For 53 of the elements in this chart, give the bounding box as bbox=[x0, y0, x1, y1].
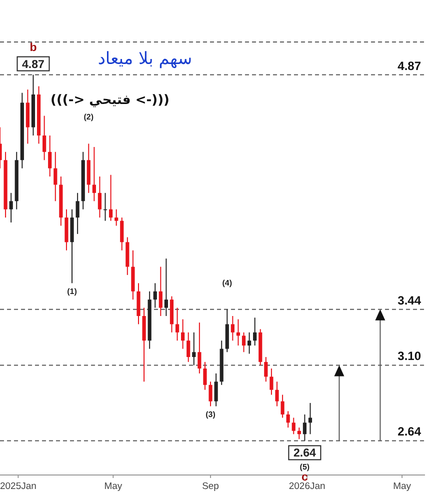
annotation: (5) bbox=[300, 462, 310, 472]
candlestick bbox=[114, 208, 118, 226]
candlestick bbox=[175, 307, 180, 342]
x-tick-label: 2025Jan bbox=[0, 481, 36, 492]
candlestick bbox=[264, 356, 268, 382]
annotation: b bbox=[30, 42, 37, 54]
candlestick bbox=[192, 332, 196, 366]
candlestick bbox=[292, 417, 296, 435]
annotation: (((-> فتيحي <-))) bbox=[50, 93, 170, 108]
annotation: (2) bbox=[84, 112, 94, 122]
annotation: (1) bbox=[67, 287, 78, 296]
candlestick bbox=[302, 414, 306, 442]
candlestick bbox=[286, 410, 290, 428]
candlestick bbox=[164, 258, 168, 316]
ref-line-label: 4.87 bbox=[398, 58, 422, 73]
candlestick bbox=[92, 146, 96, 202]
text: سهم بلا ميعاد bbox=[98, 49, 192, 69]
annotation: 4.87 bbox=[22, 58, 44, 71]
candlestick bbox=[275, 381, 279, 407]
candlestick bbox=[198, 322, 202, 374]
candlestick bbox=[120, 217, 124, 251]
ref-line-label: 2.64 bbox=[398, 424, 422, 439]
x-tick-label: May bbox=[104, 481, 122, 492]
candlestick bbox=[48, 134, 52, 178]
candlestick bbox=[158, 266, 162, 316]
candlestick bbox=[186, 332, 190, 362]
candlestick bbox=[181, 318, 185, 350]
annotation: 2.64 bbox=[294, 448, 316, 460]
candlestick bbox=[214, 372, 218, 407]
annotation: (3) bbox=[206, 410, 216, 420]
annotation: c bbox=[302, 472, 308, 484]
candlestick bbox=[54, 151, 58, 202]
candlestick bbox=[98, 176, 102, 218]
x-tick-label: 2026Jan bbox=[288, 481, 326, 492]
candlestick bbox=[153, 282, 157, 308]
ref-line-label: 3.44 bbox=[398, 293, 422, 308]
x-tick-label: May bbox=[393, 481, 412, 492]
candlestick bbox=[242, 332, 246, 353]
x-tick-label: Sep bbox=[202, 481, 219, 492]
ref-line-label: 3.10 bbox=[398, 349, 422, 364]
candlestick bbox=[270, 368, 274, 396]
candlestick bbox=[308, 402, 312, 435]
candlestick bbox=[109, 174, 113, 222]
candlestick bbox=[203, 361, 207, 390]
candlestick bbox=[230, 315, 234, 342]
candlestick bbox=[208, 381, 212, 407]
candlestick bbox=[248, 332, 252, 354]
candlestick bbox=[9, 192, 13, 223]
candlestick bbox=[280, 394, 284, 418]
candlestick bbox=[42, 115, 46, 161]
candlestick bbox=[253, 317, 257, 346]
candlestick bbox=[76, 192, 80, 234]
annotation: (4) bbox=[222, 278, 232, 288]
